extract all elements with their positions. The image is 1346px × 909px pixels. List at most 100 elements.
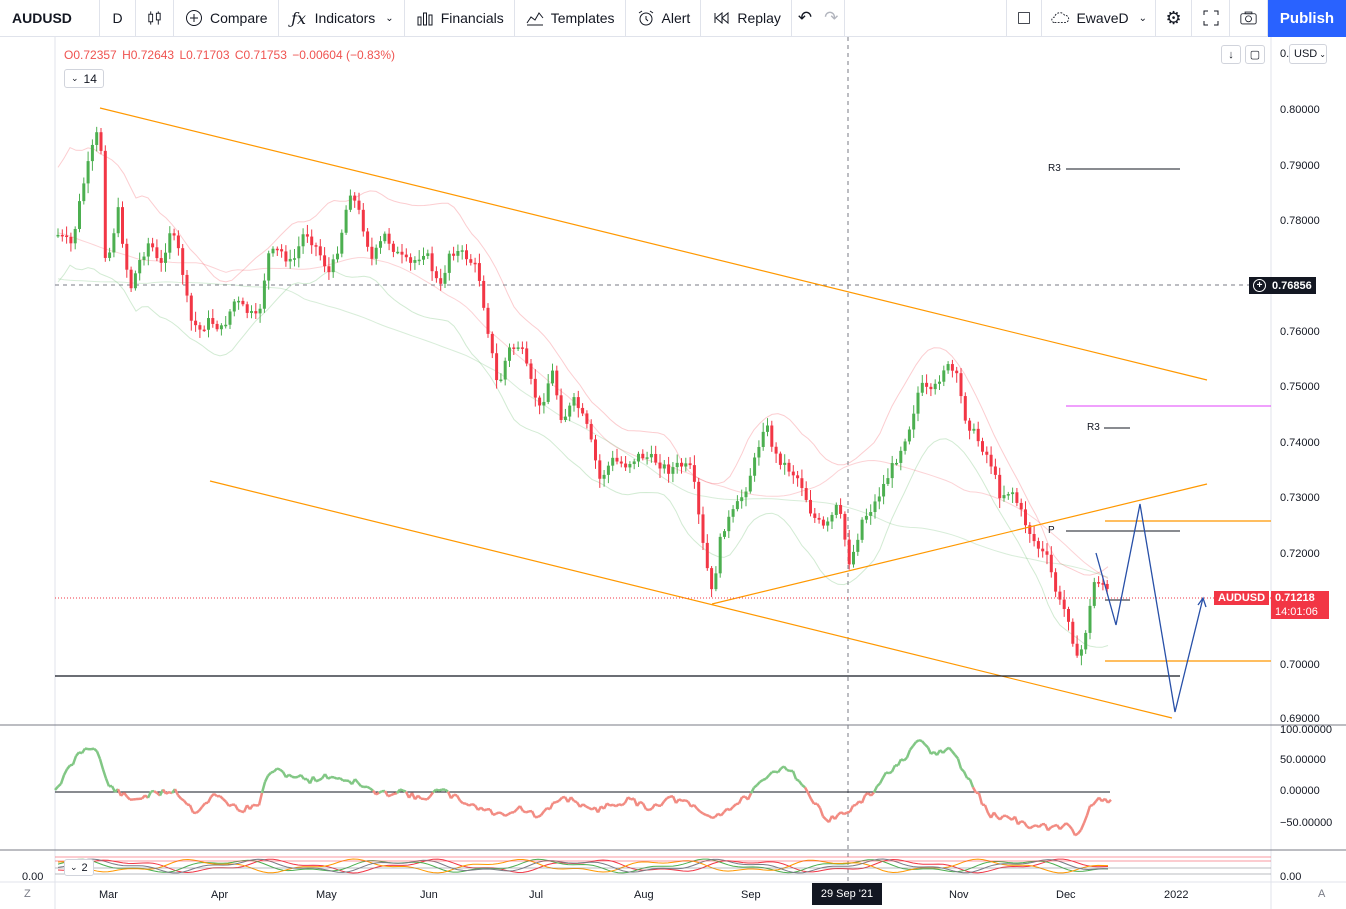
currency-select[interactable]: USD ⌄: [1289, 44, 1327, 64]
settings-button[interactable]: ⚙: [1156, 0, 1192, 37]
candle-body: [968, 420, 972, 431]
candle-body: [589, 423, 593, 440]
candle-body: [783, 462, 787, 465]
maximize-pane-button[interactable]: ▢: [1245, 45, 1265, 64]
time-label: Dec: [1056, 889, 1076, 901]
oscillator-segment: [870, 791, 875, 797]
oscillator-segment: [417, 794, 422, 800]
oscillator-segment: [630, 797, 635, 801]
chart-canvas[interactable]: [0, 37, 1346, 909]
candle-body: [426, 253, 430, 256]
oscillator-segment: [213, 792, 218, 798]
undo-button[interactable]: ↶: [792, 0, 818, 37]
oscillator-segment: [809, 798, 816, 805]
candle-body: [469, 259, 473, 263]
oscillator-segment: [702, 812, 707, 817]
oscillator-segment: [146, 791, 153, 799]
chevron-down-icon[interactable]: ⌄: [1138, 12, 1147, 24]
time-axis-right-corner[interactable]: A: [1318, 888, 1326, 900]
osc-label: 100.00000: [1280, 724, 1332, 736]
oscillator-segment: [1074, 832, 1079, 837]
oscillator-segment: [288, 773, 293, 778]
oscillator-segment: [635, 801, 642, 807]
financials-button[interactable]: Financials: [405, 0, 515, 37]
candle-body: [116, 207, 120, 234]
oscillator-segment: [1079, 822, 1086, 831]
chevron-down-icon[interactable]: ⌄: [385, 12, 394, 24]
square-layout-icon: [1018, 12, 1031, 24]
oscillator-segment: [795, 778, 800, 782]
candle-body: [658, 462, 662, 469]
candle-body: [323, 255, 327, 267]
oscillator-segment: [270, 770, 275, 774]
candle-body: [73, 228, 77, 244]
candle-body: [404, 254, 408, 258]
trend-channel[interactable]: [99, 107, 1271, 719]
templates-button[interactable]: Templates: [515, 0, 626, 37]
candle-body: [133, 273, 137, 289]
alert-button[interactable]: Alert: [626, 0, 702, 37]
sub-indicator-collapse-toggle[interactable]: ⌄ 2: [64, 859, 94, 876]
oscillator-segment: [480, 806, 485, 812]
undo-icon: ↶: [797, 8, 813, 27]
candle-body: [551, 370, 554, 384]
candle-body: [877, 496, 881, 502]
publish-button[interactable]: Publish: [1268, 0, 1346, 37]
candle-body: [555, 370, 559, 396]
oscillator-segment: [732, 803, 737, 808]
oscillator-segment: [465, 802, 470, 807]
indicators-button[interactable]: ƒx Indicators ⌄: [279, 0, 405, 37]
candle-body: [585, 413, 589, 424]
candle-body: [757, 446, 761, 458]
symbol-search-button[interactable]: AUDUSD: [0, 0, 100, 37]
indicator-collapse-toggle[interactable]: ⌄ 14: [64, 69, 104, 88]
candle-body: [942, 370, 946, 382]
oscillator-segment: [900, 758, 905, 762]
interval-button[interactable]: D: [100, 0, 136, 37]
scroll-to-realtime-button[interactable]: ↓: [1221, 45, 1241, 64]
candle-body: [929, 386, 933, 390]
oscillator-segment: [966, 776, 971, 781]
time-axis-left-corner[interactable]: Z: [24, 888, 31, 900]
candle-body: [159, 258, 163, 263]
add-alert-icon[interactable]: +: [1253, 279, 1266, 292]
candle-body: [1028, 525, 1032, 534]
oscillator-segment: [968, 778, 975, 788]
candle-body: [882, 483, 886, 497]
candle-body: [864, 515, 868, 520]
oscillator-segment: [903, 756, 908, 762]
oscillator-segment: [681, 799, 686, 803]
oscillator-segment: [975, 791, 980, 795]
candle-body: [237, 300, 241, 303]
crosshair-price-tag[interactable]: + 0.76856: [1249, 277, 1316, 294]
candle-body: [1084, 632, 1088, 650]
fullscreen-button[interactable]: [1192, 0, 1230, 37]
oscillator-segment: [273, 767, 278, 773]
candle-body: [791, 471, 795, 476]
maximize-icon: ▢: [1249, 49, 1261, 61]
redo-button[interactable]: ↷: [818, 0, 846, 37]
candle-body: [520, 347, 524, 349]
candle-body: [370, 246, 374, 259]
price-scale-cut-label: 0.: [1280, 48, 1290, 60]
candle-body: [250, 311, 253, 313]
oscillator-segment: [815, 802, 822, 809]
wave-projection-path[interactable]: [1095, 503, 1204, 713]
oscillator-segment: [768, 771, 773, 777]
oscillator-segment: [960, 767, 965, 773]
select-layout-button[interactable]: [1006, 0, 1043, 37]
candle-body: [594, 439, 597, 461]
layout-name-button[interactable]: EwaveD ⌄: [1042, 0, 1156, 37]
oscillator-segment: [71, 755, 78, 765]
oscillator-segment: [1062, 822, 1067, 828]
chart-style-button[interactable]: [136, 0, 174, 37]
candle-body: [576, 397, 580, 408]
compare-button[interactable]: Compare: [174, 0, 279, 37]
oscillator-segment: [573, 799, 578, 804]
snapshot-button[interactable]: [1230, 0, 1268, 37]
sub-pane-left-label: 0.00: [22, 871, 44, 883]
oscillator-segment: [896, 758, 903, 767]
replay-button[interactable]: Replay: [701, 0, 792, 37]
candle-body: [912, 413, 916, 430]
oscillator-segment: [962, 771, 969, 779]
